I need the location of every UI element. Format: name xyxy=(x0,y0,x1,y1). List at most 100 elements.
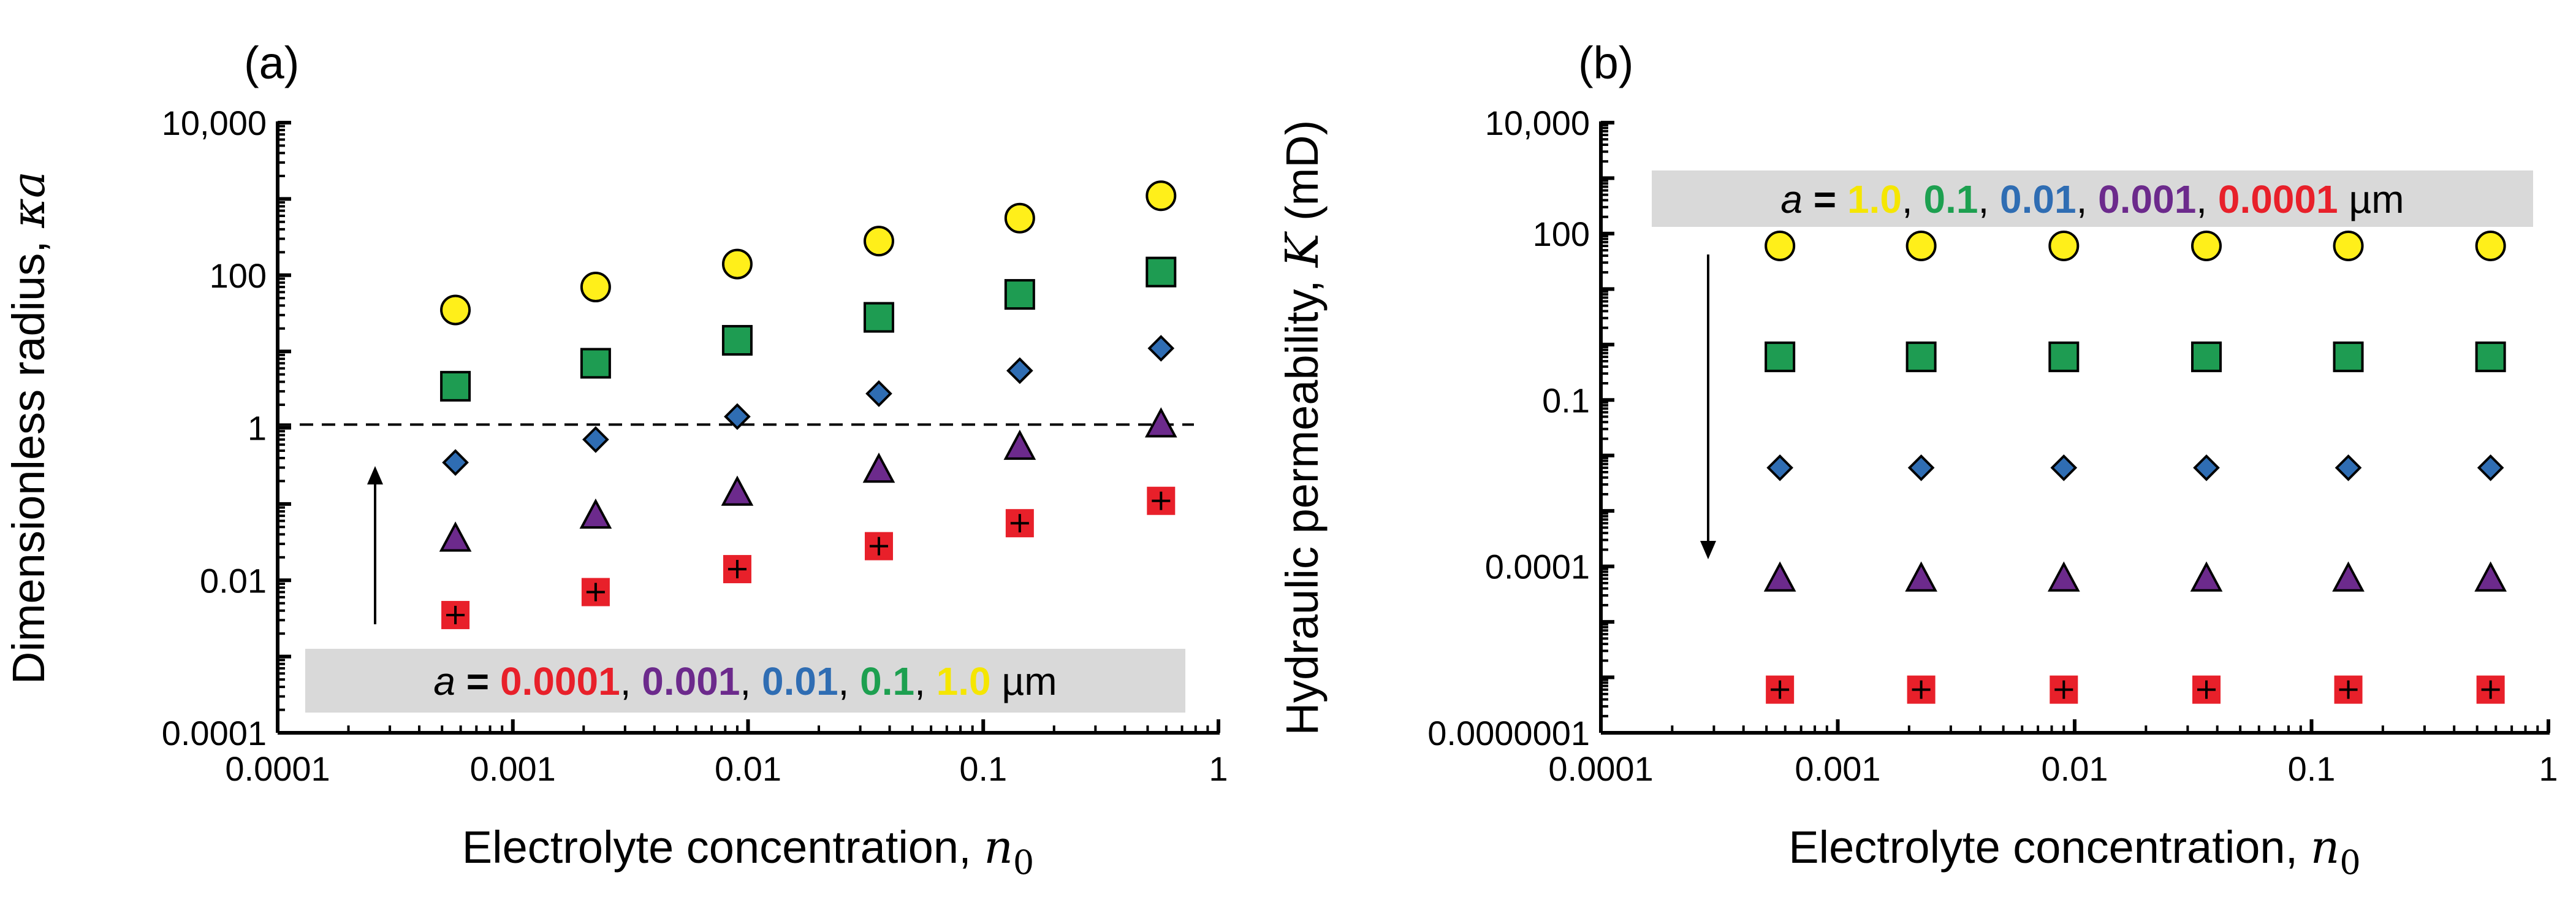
series-a-0.0001 xyxy=(1766,675,2505,704)
data-point-triangle xyxy=(2047,561,2080,592)
panel-label: (b) xyxy=(1578,37,1633,88)
x-tick-label: 0.0001 xyxy=(1548,749,1653,788)
data-point-square xyxy=(2048,341,2080,372)
data-point-square xyxy=(1004,279,1035,310)
data-point-square-cross xyxy=(441,600,470,629)
data-point-square xyxy=(721,324,753,356)
series-a-1.0 xyxy=(1765,230,2506,261)
x-tick-label: 0.1 xyxy=(959,749,1007,788)
legend-entry: 0.01 xyxy=(762,659,838,703)
data-point-diamond xyxy=(2193,454,2220,481)
data-point-square-cross xyxy=(723,555,751,584)
data-point-diamond xyxy=(724,403,751,430)
data-point-square-cross xyxy=(1005,509,1034,538)
series-a-0.001 xyxy=(439,407,1177,552)
x-tick-label: 1 xyxy=(2539,749,2558,788)
series-a-1.0 xyxy=(440,180,1177,326)
legend-text: a = 1.0, 0.1, 0.01, 0.001, 0.0001 µm xyxy=(1780,177,2404,221)
legend-entry: 1.0 xyxy=(937,659,991,703)
y-tick-label: 10,000 xyxy=(1485,104,1590,142)
y-tick-label: 0.1 xyxy=(1542,381,1590,419)
trend-arrow xyxy=(1700,254,1716,559)
legend-box xyxy=(305,649,1185,713)
data-point-diamond xyxy=(2477,454,2504,481)
data-point-square-cross xyxy=(2192,675,2221,704)
data-point-square xyxy=(2475,341,2506,372)
data-point-triangle xyxy=(579,498,612,529)
data-point-diamond xyxy=(1006,357,1033,384)
data-point-diamond xyxy=(2335,454,2362,481)
data-point-circle xyxy=(1905,230,1937,261)
data-point-square-cross xyxy=(581,578,610,606)
data-point-circle xyxy=(1004,202,1035,234)
data-point-circle xyxy=(1765,230,1796,261)
series-a-0.1 xyxy=(440,256,1177,402)
legend-entry: 0.1 xyxy=(860,659,914,703)
y-tick-label: 0.0001 xyxy=(1485,548,1590,586)
y-axis-title: Hydraulic permeability, K (mD) xyxy=(1276,120,1329,736)
trend-arrow xyxy=(367,466,383,624)
data-point-diamond xyxy=(1766,454,1793,481)
data-point-circle xyxy=(863,226,894,257)
data-point-square-cross xyxy=(2050,675,2078,704)
data-point-square xyxy=(580,348,611,379)
y-tick-label: 100 xyxy=(210,256,267,295)
data-point-triangle xyxy=(1144,407,1177,438)
data-point-triangle xyxy=(439,521,472,552)
y-tick-label: 0.01 xyxy=(200,561,267,600)
legend-box xyxy=(1652,170,2533,227)
x-tick-label: 0.0001 xyxy=(225,749,330,788)
legend-entry: 0.01 xyxy=(2000,177,2076,221)
series-a-0.0001 xyxy=(441,486,1176,629)
x-tick-label: 0.001 xyxy=(470,749,556,788)
legend-entry: 0.0001 xyxy=(500,659,620,703)
data-point-triangle xyxy=(1905,561,1937,592)
legend: a = 0.0001, 0.001, 0.01, 0.1, 1.0 µm xyxy=(305,649,1185,713)
data-point-circle xyxy=(1146,180,1177,212)
y-tick-label: 100 xyxy=(1533,215,1590,253)
x-tick-label: 0.001 xyxy=(1795,749,1880,788)
x-axis-title: Electrolyte concentration, n0 xyxy=(1788,821,2360,882)
data-point-circle xyxy=(2048,230,2080,261)
x-tick-label: 0.01 xyxy=(715,749,781,788)
data-point-triangle xyxy=(1003,429,1036,460)
series-a-0.1 xyxy=(1765,341,2506,372)
legend-entry: 0.0001 xyxy=(2218,177,2338,221)
panel-label: (a) xyxy=(244,37,299,88)
legend-entry: 1.0 xyxy=(1847,177,1902,221)
y-tick-label: 0.0001 xyxy=(162,714,267,752)
y-axis-title: Dimensionless radius, κa xyxy=(2,171,55,684)
data-point-diamond xyxy=(1147,335,1175,362)
x-tick-label: 0.01 xyxy=(2042,749,2108,788)
legend: a = 1.0, 0.1, 0.01, 0.001, 0.0001 µm xyxy=(1652,170,2533,227)
data-point-circle xyxy=(440,294,471,326)
data-point-triangle xyxy=(2474,561,2507,592)
data-point-square-cross xyxy=(2476,675,2505,704)
series-a-0.001 xyxy=(1763,561,2507,592)
series-a-0.01 xyxy=(442,335,1175,476)
data-point-square xyxy=(440,370,471,402)
data-point-square xyxy=(2333,341,2364,372)
legend-entry: 0.1 xyxy=(1923,177,1978,221)
data-point-diamond xyxy=(1907,454,1935,481)
data-point-square-cross xyxy=(2334,675,2363,704)
data-point-triangle xyxy=(2190,561,2223,592)
x-tick-label: 1 xyxy=(1209,749,1228,788)
data-point-square-cross xyxy=(1907,675,1936,704)
data-point-diamond xyxy=(2050,454,2078,481)
data-point-circle xyxy=(2191,230,2222,261)
data-point-diamond xyxy=(865,380,892,407)
data-point-circle xyxy=(721,248,753,280)
data-point-square-cross xyxy=(1147,486,1176,515)
data-point-square-cross xyxy=(864,532,893,560)
x-axis-title: Electrolyte concentration, n0 xyxy=(462,821,1034,882)
y-tick-label: 1 xyxy=(248,409,267,448)
data-point-triangle xyxy=(2332,561,2365,592)
x-tick-label: 0.1 xyxy=(2288,749,2336,788)
data-point-diamond xyxy=(582,426,609,453)
y-tick-label: 0.0000001 xyxy=(1427,714,1590,752)
data-point-circle xyxy=(580,272,611,303)
data-point-circle xyxy=(2333,230,2364,261)
data-point-triangle xyxy=(721,475,754,506)
